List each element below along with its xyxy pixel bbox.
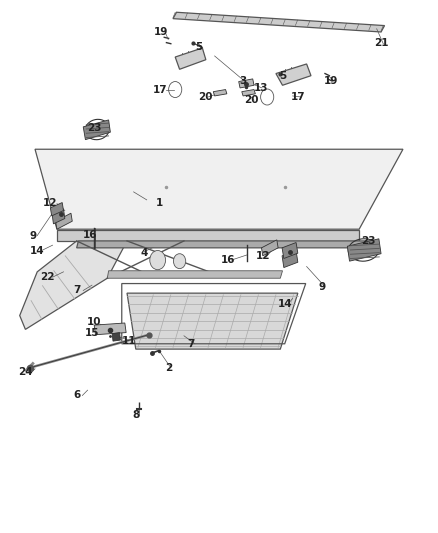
Polygon shape [261, 240, 278, 256]
Text: 16: 16 [82, 230, 97, 239]
Polygon shape [52, 209, 65, 224]
Polygon shape [77, 241, 370, 248]
Polygon shape [57, 230, 359, 241]
Text: 12: 12 [255, 251, 270, 261]
Polygon shape [56, 213, 72, 229]
Text: 14: 14 [30, 246, 45, 255]
Text: 5: 5 [196, 42, 203, 52]
Text: 23: 23 [87, 123, 102, 133]
Text: 19: 19 [324, 76, 338, 86]
Polygon shape [112, 333, 120, 341]
Text: 24: 24 [18, 367, 33, 377]
Text: 17: 17 [152, 85, 167, 94]
Text: 8: 8 [132, 410, 139, 419]
Text: 9: 9 [318, 282, 325, 292]
Polygon shape [83, 120, 110, 140]
Text: 22: 22 [40, 272, 55, 282]
Circle shape [173, 254, 186, 269]
Text: 7: 7 [187, 339, 194, 349]
Text: 20: 20 [198, 92, 213, 102]
Polygon shape [127, 293, 298, 349]
Polygon shape [347, 239, 381, 261]
Text: 1: 1 [156, 198, 163, 207]
Text: 6: 6 [73, 391, 80, 400]
Polygon shape [175, 48, 206, 69]
Text: 15: 15 [85, 328, 99, 338]
Text: 7: 7 [73, 286, 80, 295]
Text: 21: 21 [374, 38, 389, 47]
Text: 11: 11 [122, 336, 137, 346]
Polygon shape [239, 79, 254, 88]
Polygon shape [276, 64, 311, 85]
Polygon shape [35, 149, 403, 229]
Polygon shape [107, 271, 283, 278]
Text: 20: 20 [244, 95, 259, 105]
Polygon shape [50, 203, 64, 216]
Polygon shape [242, 90, 255, 96]
Text: 19: 19 [154, 27, 168, 37]
Text: 2: 2 [165, 363, 172, 373]
Circle shape [150, 251, 166, 270]
Text: 14: 14 [277, 299, 292, 309]
Text: 12: 12 [43, 198, 58, 207]
Text: 3: 3 [240, 76, 247, 86]
Polygon shape [20, 241, 127, 329]
Polygon shape [94, 323, 126, 335]
Text: 5: 5 [279, 71, 286, 80]
Text: 16: 16 [220, 255, 235, 265]
Text: 17: 17 [290, 92, 305, 102]
Text: 10: 10 [87, 318, 102, 327]
Polygon shape [173, 12, 385, 32]
Text: 4: 4 [141, 248, 148, 258]
Text: 9: 9 [29, 231, 36, 240]
Text: 13: 13 [253, 83, 268, 93]
Polygon shape [282, 243, 298, 259]
Polygon shape [282, 251, 298, 268]
Polygon shape [213, 90, 227, 96]
Text: 23: 23 [360, 236, 375, 246]
